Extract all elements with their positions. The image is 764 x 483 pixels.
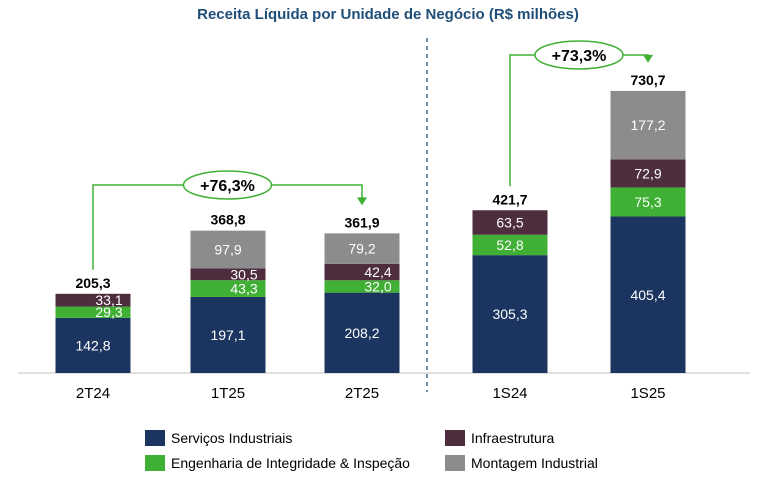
data-label: 142,8 [75, 337, 110, 353]
total-label: 368,8 [210, 212, 245, 228]
legend-label: Serviços Industriais [171, 430, 292, 446]
data-label: 197,1 [210, 327, 245, 343]
bar-segment [610, 187, 686, 217]
legend-label: Montagem Industrial [471, 455, 598, 471]
growth-label: +76,3% [200, 178, 255, 195]
data-label: 177,2 [630, 117, 665, 133]
bar-segment [610, 159, 686, 188]
growth-bubble [182, 170, 273, 200]
bar-segment [324, 233, 400, 264]
data-label: 32,0 [364, 278, 391, 294]
chart-title: Receita Líquida por Unidade de Negócio (… [197, 6, 579, 23]
data-label: 305,3 [492, 306, 527, 322]
bar-segment [190, 296, 266, 373]
bar-segment [610, 216, 686, 373]
data-label: 97,9 [214, 242, 241, 258]
data-label: 43,3 [230, 281, 257, 297]
legend: Serviços Industriais Infraestrutura Engenh… [145, 430, 598, 471]
legend-label: Engenharia de Integridade & Inspeção [171, 455, 410, 471]
bar-segment [472, 210, 548, 235]
growth-arrowhead [357, 197, 367, 206]
x-tick-label: 2T24 [76, 385, 110, 402]
growth-label: +73,3% [552, 48, 607, 65]
x-tick-label: 1T25 [211, 385, 245, 402]
bar-segment [55, 293, 131, 307]
total-label: 361,9 [344, 214, 379, 230]
legend-swatch [445, 455, 465, 471]
total-label: 205,3 [75, 275, 110, 291]
bar-segment [324, 292, 400, 373]
bar-segment [190, 230, 266, 269]
bar-segment [55, 317, 131, 373]
total-label: 730,7 [630, 72, 665, 88]
data-label: 33,1 [95, 292, 122, 308]
bar-segment [190, 268, 266, 281]
data-label: 405,4 [630, 287, 665, 303]
bar-segment [55, 306, 131, 318]
bar-segment [610, 90, 686, 160]
x-tick-label: 2T25 [345, 385, 379, 402]
legend-swatch [445, 430, 465, 446]
data-label: 79,2 [348, 241, 375, 257]
x-tick-label: 1S24 [492, 385, 527, 402]
bar-segment [472, 255, 548, 373]
bar-segment [190, 280, 266, 297]
total-label: 421,7 [492, 191, 527, 207]
data-label: 63,5 [496, 215, 523, 231]
data-label: 72,9 [634, 165, 661, 181]
data-label: 30,5 [230, 266, 257, 282]
data-label: 208,2 [344, 325, 379, 341]
bar-segment [472, 234, 548, 256]
x-tick-label: 1S25 [630, 385, 665, 402]
legend-label: Infraestrutura [471, 430, 554, 446]
growth-bubble [534, 40, 624, 70]
legend-swatch [145, 455, 165, 471]
data-label: 42,4 [364, 264, 391, 280]
data-label: 29,3 [95, 304, 122, 320]
growth-arrowhead [643, 54, 653, 63]
legend-swatch [145, 430, 165, 446]
data-label: 75,3 [634, 194, 661, 210]
growth-annotations: +76,3% +73,3% [92, 40, 653, 270]
bar-segment [324, 263, 400, 281]
bar-segment [324, 280, 400, 293]
data-label: 52,8 [496, 237, 523, 253]
